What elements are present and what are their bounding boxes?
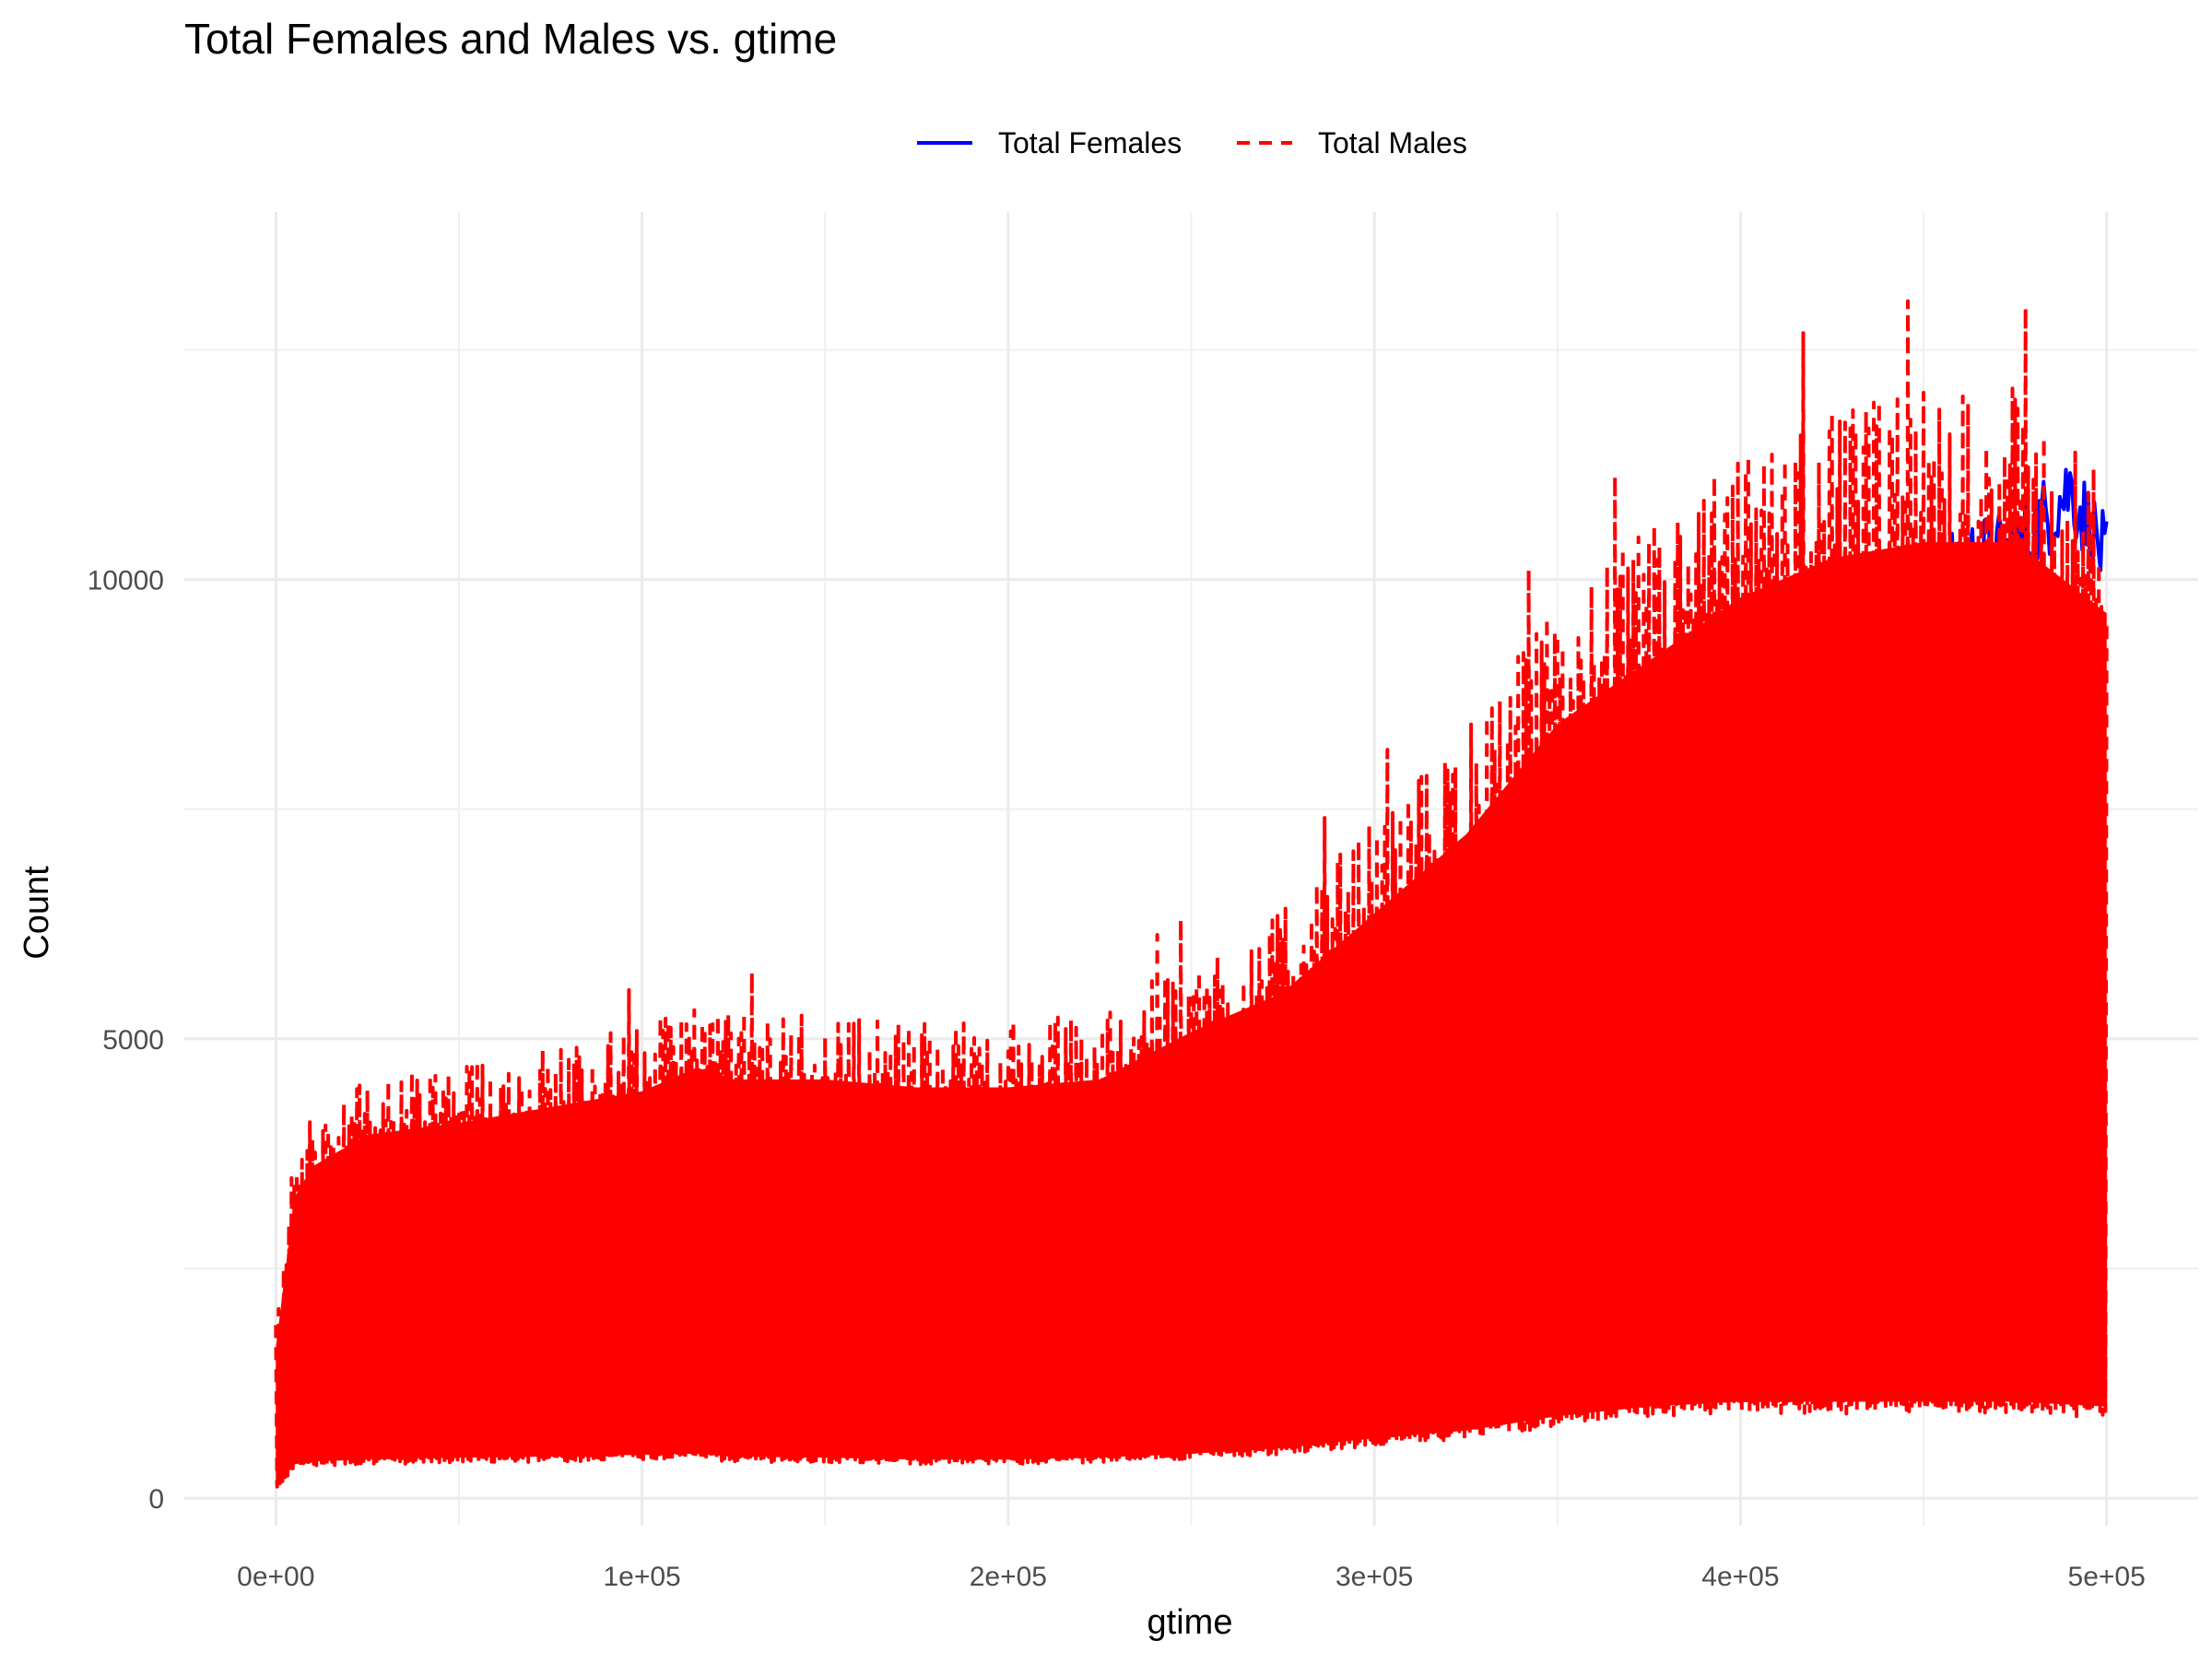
chart-legend: Total Females Total Males — [917, 126, 1467, 159]
x-axis-label: gtime — [1147, 1603, 1233, 1642]
data-layer — [274, 299, 2109, 1489]
series-band-total-males — [276, 542, 2107, 1489]
x-tick-label: 0e+00 — [237, 1562, 314, 1592]
legend-label-total-females: Total Females — [998, 126, 1182, 159]
x-tick-label: 4e+05 — [1701, 1562, 1779, 1592]
y-tick-label: 0 — [148, 1484, 164, 1515]
y-tick-label: 5000 — [102, 1025, 164, 1056]
x-tick-label: 2e+05 — [970, 1562, 1047, 1592]
x-tick-label: 3e+05 — [1335, 1562, 1413, 1592]
x-tick-label: 5e+05 — [2068, 1562, 2146, 1592]
legend-label-total-males: Total Males — [1318, 126, 1467, 159]
y-axis-label: Count — [18, 866, 56, 960]
chart-title: Total Females and Males vs. gtime — [184, 15, 837, 63]
axis-layer: 0e+00 1e+05 2e+05 3e+05 4e+05 5e+05 0 5000 10000 — [88, 566, 2146, 1592]
y-tick-label: 10000 — [88, 566, 164, 596]
x-tick-label: 1e+05 — [603, 1562, 680, 1592]
